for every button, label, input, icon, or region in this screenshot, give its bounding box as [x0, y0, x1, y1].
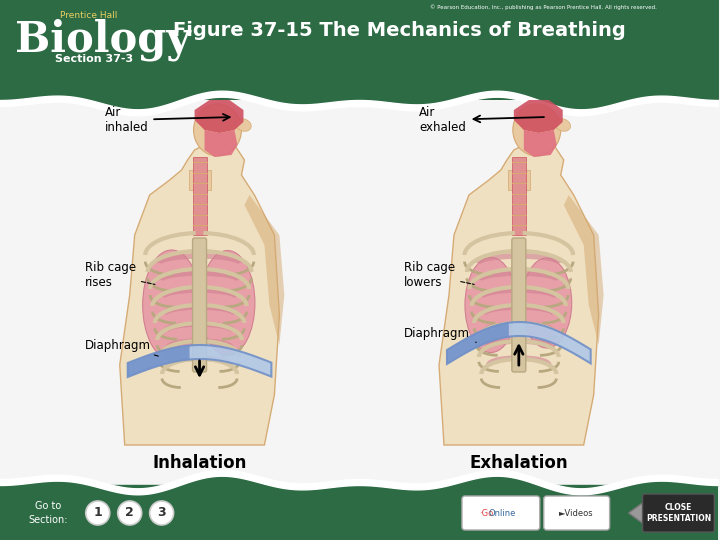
Text: Rib cage
lowers: Rib cage lowers	[404, 261, 474, 289]
Ellipse shape	[200, 251, 255, 355]
Polygon shape	[204, 130, 238, 157]
Text: Biology: Biology	[15, 19, 191, 61]
Text: © Pearson Education, Inc., publishing as Pearson Prentice Hall. All rights reser: © Pearson Education, Inc., publishing as…	[431, 4, 657, 10]
Polygon shape	[127, 345, 271, 377]
Text: Online: Online	[489, 509, 516, 517]
Polygon shape	[629, 500, 647, 526]
Text: Diaphragm: Diaphragm	[85, 339, 159, 356]
Polygon shape	[0, 0, 719, 100]
Text: Go to
Section:: Go to Section:	[28, 502, 68, 524]
FancyBboxPatch shape	[512, 238, 526, 372]
Polygon shape	[194, 100, 243, 133]
Ellipse shape	[118, 501, 142, 525]
Ellipse shape	[513, 104, 561, 156]
Ellipse shape	[86, 501, 109, 525]
Polygon shape	[447, 323, 509, 364]
Polygon shape	[508, 170, 530, 190]
Text: Air
inhaled: Air inhaled	[105, 106, 230, 134]
Text: Section 37-3: Section 37-3	[55, 54, 133, 64]
Polygon shape	[127, 346, 189, 377]
Text: Diaphragm: Diaphragm	[404, 327, 476, 342]
Ellipse shape	[235, 119, 251, 131]
Polygon shape	[524, 130, 557, 157]
Polygon shape	[447, 322, 590, 364]
Polygon shape	[192, 157, 207, 235]
Text: Rib cage
rises: Rib cage rises	[85, 261, 155, 289]
Text: 3: 3	[158, 507, 166, 519]
Polygon shape	[0, 485, 719, 540]
Polygon shape	[245, 195, 284, 345]
Polygon shape	[512, 157, 526, 235]
Text: 2: 2	[125, 507, 134, 519]
FancyBboxPatch shape	[544, 496, 610, 530]
Polygon shape	[439, 140, 598, 445]
FancyBboxPatch shape	[192, 238, 207, 372]
Ellipse shape	[555, 119, 570, 131]
Text: Prentice Hall: Prentice Hall	[60, 10, 117, 19]
Ellipse shape	[522, 258, 572, 348]
Text: CLOSE
PRESENTATION: CLOSE PRESENTATION	[646, 503, 711, 523]
Text: Figure 37-15 The Mechanics of Breathing: Figure 37-15 The Mechanics of Breathing	[173, 21, 626, 39]
Text: ·Go: ·Go	[479, 509, 493, 517]
Text: ►Videos: ►Videos	[559, 509, 594, 517]
FancyBboxPatch shape	[642, 494, 714, 532]
Text: Air
exhaled: Air exhaled	[419, 106, 544, 134]
Text: 1: 1	[94, 507, 102, 519]
Ellipse shape	[143, 250, 201, 360]
FancyBboxPatch shape	[462, 496, 540, 530]
Polygon shape	[189, 170, 210, 190]
Text: Inhalation: Inhalation	[153, 454, 247, 472]
Text: Exhalation: Exhalation	[469, 454, 568, 472]
Ellipse shape	[194, 104, 241, 156]
Polygon shape	[564, 195, 603, 345]
Ellipse shape	[150, 501, 174, 525]
Polygon shape	[514, 100, 563, 133]
Ellipse shape	[465, 258, 517, 353]
Polygon shape	[120, 140, 279, 445]
